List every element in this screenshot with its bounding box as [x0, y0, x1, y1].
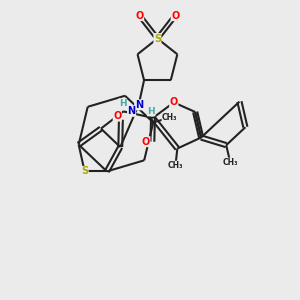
Text: O: O [170, 98, 178, 107]
Text: O: O [136, 11, 144, 21]
Text: CH₃: CH₃ [223, 158, 238, 167]
Text: CH₃: CH₃ [162, 113, 178, 122]
Text: S: S [81, 167, 88, 176]
Text: N: N [135, 100, 143, 110]
Text: O: O [113, 111, 122, 121]
Text: H: H [119, 99, 127, 108]
Text: O: O [142, 137, 150, 147]
Text: H: H [147, 107, 155, 116]
Text: S: S [154, 34, 161, 44]
Text: CH₃: CH₃ [168, 161, 183, 170]
Text: N: N [128, 106, 136, 116]
Text: O: O [171, 11, 179, 21]
